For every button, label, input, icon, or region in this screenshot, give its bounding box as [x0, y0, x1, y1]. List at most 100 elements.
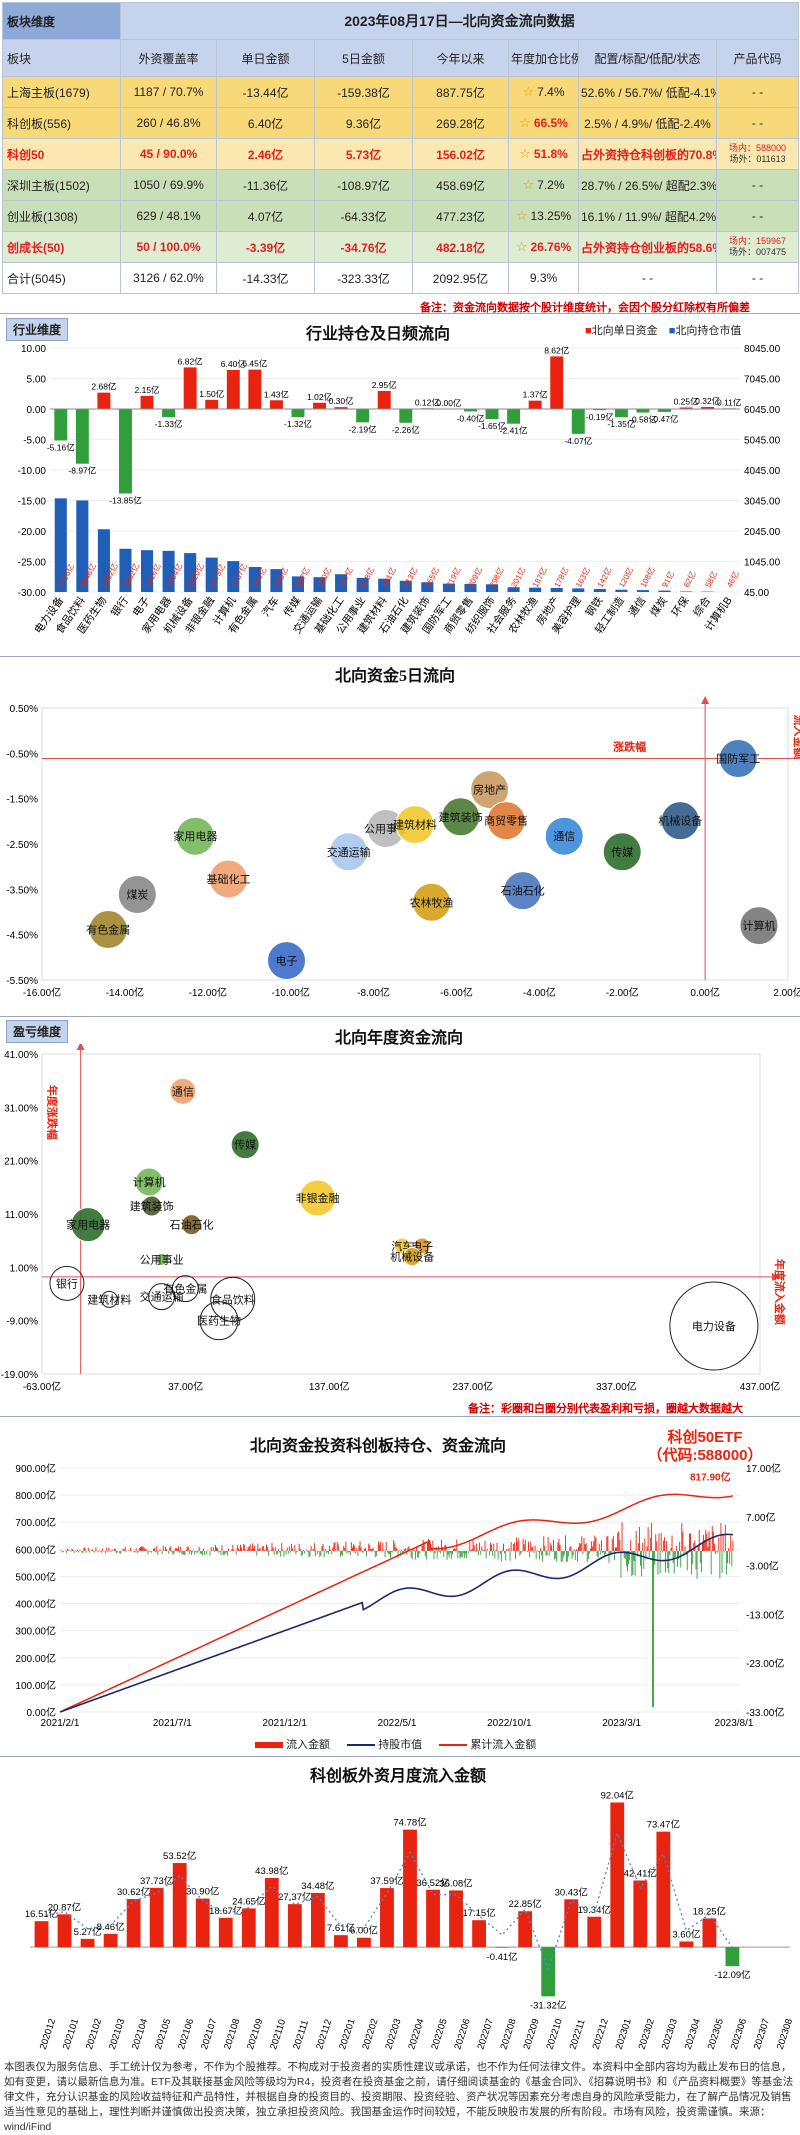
flow-bar [356, 409, 369, 422]
monthly-label: 36.08亿 [439, 1877, 472, 1889]
monthly-bar [242, 1908, 256, 1947]
allocation: - - [579, 263, 717, 294]
hold-label: 108亿 [638, 565, 657, 589]
monthly-bar [357, 1938, 371, 1947]
bubble-label: 传媒 [234, 1139, 256, 1152]
monthly-bar [426, 1890, 440, 1947]
monthly-label: 34.48亿 [301, 1880, 334, 1892]
y-tick-label: -3.50% [6, 885, 38, 896]
hold-label: 163亿 [573, 565, 592, 589]
flow-bar [119, 409, 132, 493]
flow-bar [227, 370, 240, 409]
monthly-bar [656, 1832, 670, 1947]
flow-bar [637, 409, 650, 413]
monthly-bar [265, 1878, 279, 1947]
bubble-label: 建筑装饰 [130, 1199, 174, 1213]
monthly-bar [288, 1904, 302, 1947]
star-icon: ☆ [516, 208, 528, 223]
hold-bar [572, 588, 584, 592]
day-amount: 2.46亿 [217, 139, 315, 170]
ytd-amount: 269.28亿 [413, 108, 509, 139]
monthly-bar [633, 1880, 647, 1947]
hold-label: 178亿 [552, 565, 571, 589]
y-tick-label: -9.00% [6, 1317, 38, 1328]
kcb-title: 北向资金投资科创板持仓、资金流向 [250, 1432, 506, 1456]
month-label: 202103 [107, 2017, 127, 2051]
bubble-label: 计算机 [133, 1175, 166, 1189]
add-ratio: ☆7.2% [509, 170, 579, 201]
flow-bar [378, 391, 391, 409]
ytd-amount: 458.69亿 [413, 170, 509, 201]
five-day-amount: 5.73亿 [315, 139, 413, 170]
y2-tick-label: 6045.00 [744, 405, 781, 416]
flow-bar [205, 400, 218, 409]
col-header: 配置/标配/低配/状态 [579, 40, 717, 77]
hold-bar [551, 588, 563, 592]
hold-label: 481亿 [379, 565, 398, 589]
monthly-label: -12.09亿 [714, 1969, 750, 1981]
table-title-row: 板块维度 2023年08月17日—北向资金流向数据 [3, 3, 799, 40]
monthly-label: 53.52亿 [163, 1850, 196, 1862]
hold-label: 187亿 [530, 565, 549, 589]
kcb-chart: 900.00亿800.00亿700.00亿600.00亿500.00亿400.0… [0, 1460, 800, 1735]
flow-bar [313, 403, 326, 409]
add-ratio: ☆26.76% [509, 232, 579, 263]
monthly-label: 17.15亿 [462, 1907, 495, 1919]
ratio-value: 66.5% [534, 116, 568, 130]
coverage: 50 / 100.0% [121, 232, 217, 263]
flow-bar [550, 356, 563, 409]
y-tick-label: 100.00亿 [15, 1679, 56, 1692]
monthly-bar [564, 1899, 578, 1947]
bubble-label: 通信 [553, 830, 575, 843]
star-icon: ☆ [522, 84, 534, 99]
legend-flow-label: 北向单日资金 [592, 325, 658, 337]
y-tick-label: 31.00% [4, 1103, 38, 1114]
last-value-label: 817.90亿 [690, 1470, 731, 1483]
bubble-label: 国防军工 [716, 752, 760, 766]
month-label: 202210 [545, 2017, 565, 2051]
flow-bar [572, 409, 585, 434]
month-label: 202112 [314, 2018, 334, 2051]
star-icon: ☆ [519, 146, 531, 161]
month-label: 202302 [637, 2017, 657, 2051]
coverage: 629 / 48.1% [121, 201, 217, 232]
month-label: 202101 [61, 2017, 81, 2051]
col-header: 年度加仓比例 [509, 40, 579, 77]
month-label: 202102 [84, 2017, 104, 2051]
monthly-label: 42.41亿 [624, 1867, 657, 1879]
flow-label: 0.00亿 [436, 398, 461, 408]
ratio-value: 7.4% [537, 85, 564, 99]
monthly-bar [150, 1888, 164, 1947]
x-tick-label: -12.00亿 [189, 986, 227, 999]
flow-bar [486, 409, 499, 419]
flow-label: 1.50亿 [199, 389, 224, 399]
hold-label: 120亿 [616, 565, 635, 589]
legend-hold-label: 北向持仓市值 [675, 325, 741, 337]
five-day-amount: -323.33亿 [315, 263, 413, 294]
bubble-label: 建筑装饰 [439, 810, 483, 824]
allocation: 占外资持仓科创板的70.8% [579, 139, 717, 170]
add-ratio: ☆13.25% [509, 201, 579, 232]
day-amount: -13.44亿 [217, 77, 315, 108]
bubble-label: 有色金属 [163, 1282, 207, 1296]
y-tick-label: 0.00 [27, 405, 47, 416]
bubble-label: 公用事业 [140, 1253, 184, 1266]
hold-label: 201亿 [509, 565, 528, 589]
ytd-amount: 482.18亿 [413, 232, 509, 263]
annual-note: 备注：彩圈和白圈分别代表盈利和亏损，圈越大数据越大 [468, 1400, 743, 1416]
star-icon: ☆ [519, 115, 531, 130]
y2-tick-label: -23.00亿 [746, 1657, 784, 1670]
flow-label: 2.15亿 [135, 385, 160, 395]
y2-tick-label: 4045.00 [744, 466, 781, 477]
hold-label: 309亿 [465, 565, 484, 589]
y-tick-label: 21.00% [4, 1157, 38, 1168]
monthly-label: 19.34亿 [578, 1904, 611, 1916]
x-tick-label: 2.00亿 [773, 986, 800, 999]
sector-name: 科创50 [3, 139, 121, 170]
flow-label: -4.07亿 [564, 436, 592, 446]
month-label: 202108 [222, 2017, 242, 2051]
